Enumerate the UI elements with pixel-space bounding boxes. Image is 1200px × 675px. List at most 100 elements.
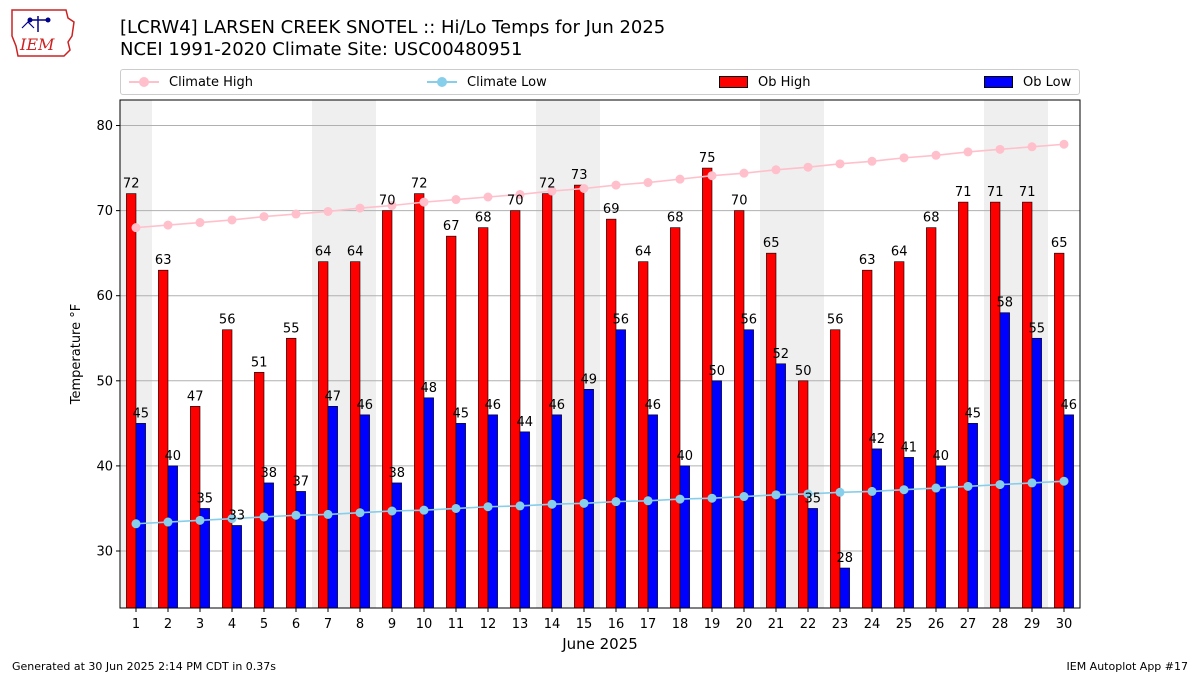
- ob-low-bar: [583, 389, 594, 608]
- climate-high-point: [547, 186, 557, 196]
- x-tick-label: 20: [736, 617, 753, 632]
- ob-low-bar: [1063, 414, 1074, 608]
- x-tick-label: 8: [356, 617, 364, 632]
- ob-low-label: 45: [453, 406, 470, 421]
- ob-high-label: 64: [315, 245, 332, 260]
- ob-high-label: 64: [891, 245, 908, 260]
- climate-low-point: [643, 496, 653, 506]
- ob-low-label: 47: [325, 389, 342, 404]
- weekend-band: [120, 100, 152, 608]
- ob-high-bar: [286, 337, 297, 608]
- x-tick-label: 3: [196, 617, 204, 632]
- ob-low-bar: [999, 312, 1010, 608]
- ob-high-label: 68: [475, 211, 492, 226]
- ob-low-bar: [199, 508, 210, 608]
- ob-low-bar: [871, 448, 882, 608]
- climate-low-point: [707, 493, 717, 503]
- climate-low-point: [259, 512, 269, 522]
- x-tick-label: 17: [640, 617, 657, 632]
- climate-high-point: [771, 165, 781, 175]
- ob-low-bar: [295, 491, 306, 608]
- x-tick-label: 7: [324, 617, 332, 632]
- climate-low-point: [387, 506, 397, 516]
- x-tick-label: 22: [800, 617, 817, 632]
- ob-high-label: 70: [379, 194, 396, 209]
- climate-low-point: [355, 508, 365, 518]
- ob-low-bar: [327, 406, 338, 608]
- ob-high-bar: [318, 261, 329, 608]
- ob-low-label: 49: [581, 372, 598, 387]
- ob-low-label: 45: [133, 406, 150, 421]
- ob-low-bar: [391, 482, 402, 608]
- x-tick-label: 25: [896, 617, 913, 632]
- x-tick-label: 21: [768, 617, 785, 632]
- climate-high-point: [387, 201, 397, 211]
- climate-high-point: [451, 195, 461, 205]
- ob-high-label: 64: [635, 245, 652, 260]
- ob-high-bar: [254, 371, 265, 608]
- ob-low-bar: [903, 457, 914, 608]
- x-tick-label: 9: [388, 617, 396, 632]
- ob-low-bar: [615, 329, 626, 608]
- ob-high-label: 75: [699, 151, 716, 166]
- ob-high-label: 72: [539, 177, 556, 192]
- climate-low-swatch: [427, 77, 457, 87]
- weekend-band: [984, 100, 1016, 608]
- ob-high-bar: [766, 252, 777, 608]
- ob-high-label: 71: [987, 185, 1004, 200]
- ob-high-label: 73: [571, 168, 588, 183]
- ob-high-label: 69: [603, 202, 620, 217]
- legend-label-climate-high: Climate High: [169, 74, 254, 90]
- climate-low-point: [963, 481, 973, 491]
- ob-high-label: 56: [219, 313, 236, 328]
- ob-low-label: 46: [1061, 398, 1078, 413]
- climate-high-point: [259, 212, 269, 222]
- ob-high-bar: [894, 261, 905, 608]
- ob-high-bar: [798, 380, 809, 608]
- weekend-band: [568, 100, 600, 608]
- ob-high-bar: [222, 329, 233, 608]
- climate-high-point: [739, 168, 749, 178]
- ob-high-bar: [158, 269, 169, 608]
- ob-low-bar: [231, 525, 242, 608]
- ob-low-label: 28: [837, 551, 854, 566]
- ob-low-bar: [743, 329, 754, 608]
- ob-low-bar: [839, 567, 850, 608]
- app-label: IEM Autoplot App #17: [1066, 660, 1189, 673]
- ob-high-bar: [926, 227, 937, 608]
- ob-low-bar: [455, 423, 466, 608]
- climate-low-point: [835, 487, 845, 497]
- climate-high-point: [1059, 139, 1069, 149]
- climate-low-point: [931, 483, 941, 493]
- climate-low-point: [1059, 476, 1069, 486]
- climate-low-point: [995, 480, 1005, 490]
- ob-low-bar: [967, 423, 978, 608]
- climate-low-point: [515, 501, 525, 511]
- climate-high-point: [483, 192, 493, 202]
- plot-frame: [119, 99, 1081, 609]
- climate-high-point: [195, 218, 205, 228]
- ob-low-bar: [423, 397, 434, 608]
- x-tick-label: 28: [992, 617, 1009, 632]
- x-tick-label: 23: [832, 617, 849, 632]
- climate-high-point: [643, 178, 653, 188]
- ob-high-bar: [862, 269, 873, 608]
- ob-low-bar: [1031, 337, 1042, 608]
- climate-high-point: [1027, 142, 1037, 152]
- ob-high-bar: [414, 193, 425, 608]
- x-tick-label: 5: [260, 617, 268, 632]
- x-axis-label: June 2025: [561, 635, 638, 653]
- climate-high-point: [931, 150, 941, 160]
- bars-group: [126, 167, 1074, 608]
- ob-low-label: 46: [485, 398, 502, 413]
- ob-low-label: 41: [901, 440, 918, 455]
- ob-high-label: 71: [955, 185, 972, 200]
- ob-low-label: 40: [165, 449, 182, 464]
- x-tick-label: 12: [480, 617, 497, 632]
- climate-high-point: [579, 183, 589, 193]
- climate-high-point: [963, 147, 973, 157]
- climate-low-point: [291, 510, 301, 520]
- ob-low-label: 56: [613, 313, 630, 328]
- climate-high-point: [515, 189, 525, 199]
- ob-low-bar: [359, 414, 370, 608]
